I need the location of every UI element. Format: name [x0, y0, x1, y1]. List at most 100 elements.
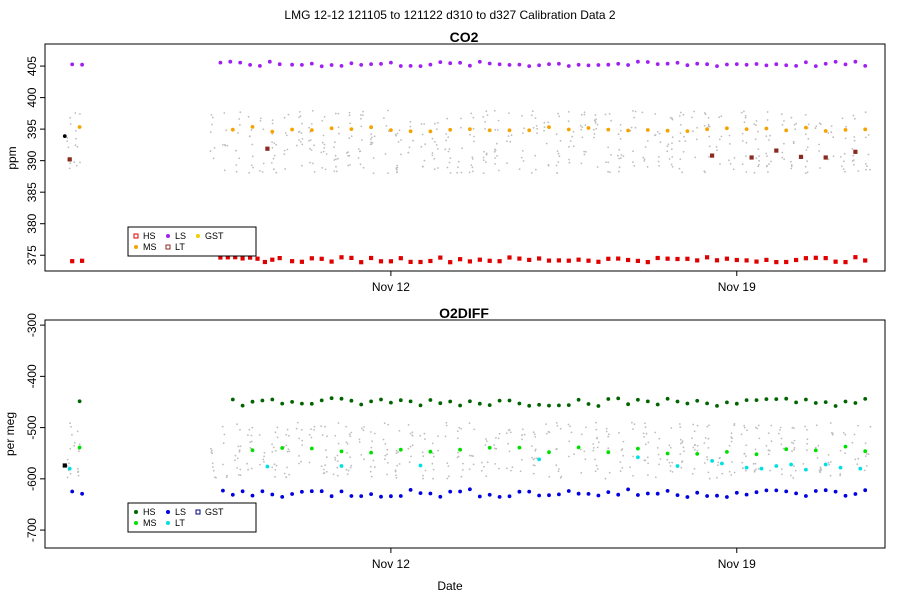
co2-background-point — [806, 171, 809, 174]
o2diff-background-point — [694, 448, 696, 451]
co2-background-point — [536, 132, 538, 135]
co2-background-point — [338, 132, 340, 135]
o2diff-point-ls — [843, 493, 848, 498]
o2diff-background-point — [730, 440, 733, 443]
co2-background-point — [335, 158, 337, 161]
o2diff-background-point — [258, 434, 261, 436]
co2-background-point — [311, 109, 314, 112]
o2diff-point-hs — [606, 397, 611, 401]
o2diff-point-hs — [734, 401, 739, 406]
co2-point-ls — [547, 62, 551, 66]
co2-point-ls — [70, 62, 75, 67]
o2diff-background-point — [398, 429, 401, 432]
o2diff-background-point — [703, 462, 706, 464]
o2diff-background-point — [622, 440, 625, 443]
co2-background-point — [610, 119, 612, 122]
o2diff-background-point — [301, 444, 303, 446]
co2-background-point — [383, 117, 385, 119]
o2diff-point-hs — [507, 398, 512, 403]
o2diff-background-point — [239, 474, 242, 476]
co2-point-hs — [536, 256, 542, 261]
o2diff-point-hs — [764, 397, 769, 401]
co2-background-point — [708, 155, 710, 158]
o2diff-point-lt — [636, 455, 640, 460]
co2-point-hs — [645, 259, 650, 265]
co2-background-point — [741, 140, 744, 142]
co2-background-point — [434, 141, 436, 143]
o2diff-point-ls — [833, 489, 838, 494]
co2-background-point — [620, 129, 622, 132]
o2diff-background-point — [349, 466, 352, 469]
o2diff-point-hs — [408, 399, 413, 404]
co2-background-point — [448, 161, 451, 164]
o2diff-point-hs — [240, 403, 245, 408]
o2diff-background-point — [779, 429, 781, 431]
co2-background-point — [449, 172, 452, 174]
o2diff-background-point — [831, 433, 834, 436]
co2-point-hs — [270, 257, 275, 262]
o2diff-series-gst — [62, 463, 67, 468]
co2-series-gst — [62, 134, 67, 139]
o2diff-background-point — [66, 476, 69, 479]
o2diff-point-ls — [517, 489, 522, 494]
o2diff-point-ls — [586, 492, 591, 496]
o2diff-background-point — [767, 432, 770, 434]
o2diff-background-point — [644, 422, 646, 425]
o2diff-point-ls — [823, 488, 828, 493]
co2-background-point — [210, 114, 213, 116]
o2diff-point-hs — [77, 399, 82, 404]
o2diff-point-hs — [309, 401, 314, 406]
co2-background-point — [334, 112, 337, 115]
co2-point-hs — [685, 256, 690, 261]
co2-ytick-label: 380 — [25, 213, 39, 233]
o2diff-background-point — [643, 436, 645, 438]
co2-background-point — [283, 116, 286, 119]
o2diff-background-point — [534, 464, 536, 467]
co2-background-point — [275, 171, 278, 174]
o2diff-point-ls — [398, 494, 403, 498]
co2-background-point — [869, 168, 871, 171]
co2-background-point — [69, 123, 72, 125]
o2diff-background-point — [744, 469, 747, 472]
co2-background-point — [815, 125, 818, 128]
co2-background-point — [595, 127, 598, 130]
co2-background-point — [530, 172, 533, 174]
co2-background-point — [472, 116, 475, 119]
co2-series-ms — [77, 125, 868, 134]
co2-background-point — [484, 161, 487, 164]
o2diff-background-point — [362, 429, 365, 432]
o2diff-background-point — [71, 433, 73, 436]
co2-point-ms — [527, 128, 532, 133]
co2-background-point — [818, 122, 821, 124]
co2-background-point — [679, 158, 682, 161]
co2-background-point — [678, 140, 681, 143]
co2-background-point — [239, 124, 241, 126]
o2diff-background-point — [753, 470, 756, 473]
co2-background-point — [632, 150, 634, 153]
co2-point-hs — [764, 257, 769, 263]
co2-legend-box — [127, 226, 257, 257]
o2diff-background-point — [521, 434, 523, 436]
co2-background-point — [857, 170, 860, 172]
o2diff-point-ls — [794, 491, 798, 496]
co2-background-point — [223, 169, 226, 172]
co2-background-point — [508, 112, 510, 114]
o2diff-background-point — [445, 421, 448, 424]
o2diff-background-point — [647, 462, 649, 465]
o2diff-ylabel: per meg — [3, 412, 17, 456]
co2-legend-label: HS — [143, 231, 156, 241]
co2-background-point — [395, 134, 398, 137]
co2-background-point — [718, 116, 721, 119]
co2-background-point — [579, 124, 582, 127]
o2diff-point-lt — [804, 467, 808, 472]
co2-xtick-label: Nov 19 — [718, 280, 756, 294]
o2diff-point-lt — [67, 466, 72, 471]
o2diff-point-lt — [744, 465, 749, 470]
co2-ytick-label: 395 — [25, 119, 39, 139]
co2-background-point — [348, 137, 351, 140]
o2diff-background-point — [728, 470, 731, 473]
co2-background-point — [387, 172, 389, 175]
co2-background-point — [656, 131, 659, 133]
o2diff-point-ls — [596, 493, 601, 498]
co2-background-point — [535, 168, 537, 171]
